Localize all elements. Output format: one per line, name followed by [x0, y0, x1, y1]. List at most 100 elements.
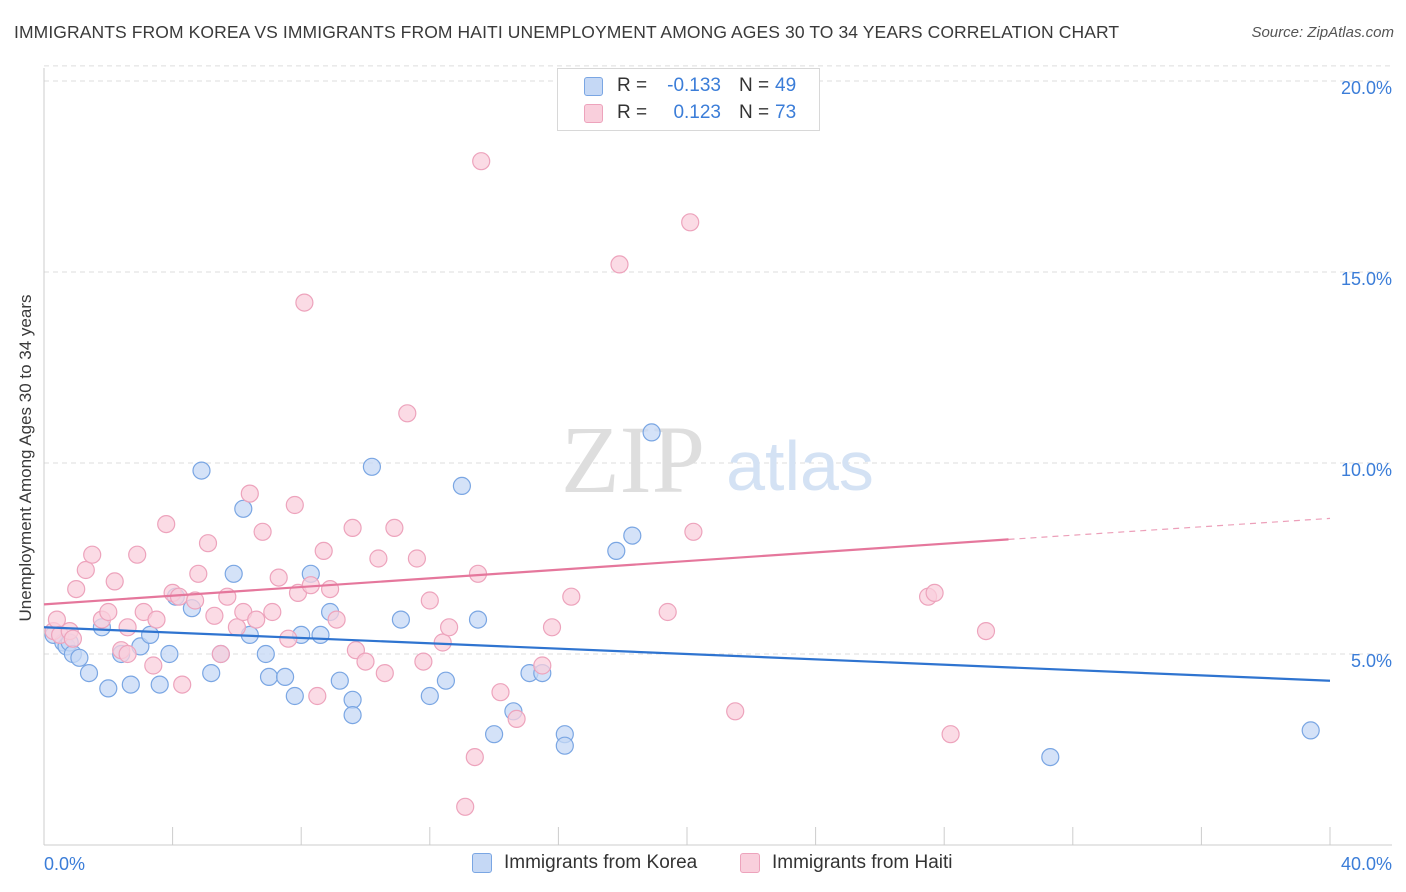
haiti-point	[186, 591, 205, 610]
y-tick-label: 5.0%	[1351, 651, 1392, 671]
haiti-point	[507, 709, 526, 729]
korea-point	[1041, 747, 1060, 767]
haiti-point	[253, 522, 272, 541]
haiti-point	[533, 656, 552, 675]
haiti-point	[440, 618, 459, 637]
haiti-point	[420, 591, 439, 610]
haiti-r-label: R =	[617, 102, 648, 123]
korea-point	[79, 663, 99, 683]
korea-point	[256, 644, 275, 664]
haiti-point	[227, 618, 246, 637]
haiti-point	[343, 518, 362, 538]
haiti-point	[941, 725, 960, 744]
korea-point	[468, 610, 488, 629]
korea-point	[623, 526, 642, 545]
korea-point	[70, 648, 89, 667]
haiti-point	[83, 545, 102, 564]
haiti-point	[144, 656, 163, 675]
haiti-point	[263, 602, 282, 622]
korea-point	[330, 671, 349, 690]
haiti-point	[269, 568, 288, 587]
haiti-point	[189, 564, 208, 583]
y-tick-label: 15.0%	[1341, 269, 1392, 289]
legend-row-haiti: R = 0.123 N = 73	[584, 101, 796, 125]
haiti-point	[681, 213, 700, 232]
korea-point	[224, 564, 243, 583]
haiti-point	[472, 152, 491, 171]
haiti-point	[240, 484, 259, 503]
korea-point	[192, 461, 211, 480]
haiti-point	[491, 683, 510, 702]
haiti-point	[385, 518, 404, 538]
legend-item-korea[interactable]: Immigrants from Korea	[472, 852, 697, 874]
haiti-point	[726, 702, 745, 721]
korea-point	[259, 667, 279, 687]
source-credit: Source: ZipAtlas.com	[1251, 24, 1394, 41]
series-legend: Immigrants from Korea Immigrants from Ha…	[0, 852, 1406, 878]
haiti-point	[327, 610, 346, 629]
korea-point	[436, 671, 455, 690]
korea-legend-label: Immigrants from Korea	[504, 852, 698, 873]
korea-point	[452, 476, 471, 495]
haiti-point	[99, 602, 118, 622]
haiti-point	[465, 747, 484, 767]
haiti-point	[308, 686, 327, 706]
haiti-point	[118, 644, 137, 664]
haiti-point	[542, 618, 562, 637]
haiti-point	[128, 545, 147, 564]
korea-point	[391, 610, 410, 629]
korea-swatch	[584, 76, 603, 96]
korea-point	[202, 663, 221, 683]
haiti-point	[76, 560, 95, 580]
korea-point	[285, 686, 304, 706]
haiti-point	[375, 663, 394, 683]
haiti-swatch	[584, 103, 603, 123]
haiti-point	[118, 618, 137, 637]
x-tick-label-min: 0.0%	[44, 854, 85, 874]
korea-n-label: N =	[739, 75, 770, 96]
haiti-point	[976, 621, 996, 641]
korea-point	[121, 675, 140, 694]
haiti-point	[456, 797, 475, 816]
grid-lines	[44, 65, 1392, 655]
haiti-r-value: 0.123	[673, 102, 721, 123]
korea-point	[607, 541, 626, 561]
haiti-point	[285, 495, 304, 515]
haiti-point	[63, 629, 83, 648]
haiti-point	[562, 587, 581, 606]
y-axis-label: Unemployment Among Ages 30 to 34 years	[16, 294, 35, 622]
haiti-trend-extension	[1008, 517, 1331, 540]
haiti-point	[295, 293, 314, 312]
korea-point	[276, 667, 295, 687]
korea-r-label: R =	[617, 75, 648, 96]
haiti-point	[369, 549, 388, 568]
korea-point	[160, 644, 179, 664]
y-tick-label: 20.0%	[1341, 78, 1392, 98]
stats-legend: R = -0.133 N = 49 R = 0.123 N = 73	[557, 68, 820, 131]
haiti-point	[211, 644, 230, 664]
haiti-point	[398, 404, 417, 423]
korea-point	[343, 705, 362, 725]
korea-point	[343, 690, 362, 709]
legend-item-haiti[interactable]: Immigrants from Haiti	[740, 852, 953, 874]
korea-trend-line	[43, 626, 1331, 682]
haiti-point	[414, 652, 433, 671]
haiti-point	[925, 583, 944, 603]
haiti-legend-swatch	[740, 853, 760, 873]
korea-point	[1301, 721, 1320, 740]
korea-point	[642, 423, 661, 442]
data-points	[44, 71, 1320, 816]
haiti-legend-label: Immigrants from Haiti	[772, 852, 953, 873]
haiti-point	[173, 675, 192, 694]
tick-labels: 5.0% 10.0% 15.0% 20.0% 0.0% 40.0%	[44, 78, 1392, 874]
korea-point	[141, 625, 160, 645]
axes	[43, 68, 1392, 846]
chart-title: IMMIGRANTS FROM KOREA VS IMMIGRANTS FROM…	[14, 22, 1120, 42]
korea-n-value: 49	[775, 75, 797, 96]
y-tick-label: 10.0%	[1341, 460, 1392, 480]
legend-row-korea: R = -0.133 N = 49	[584, 74, 796, 98]
x-tick-label-max: 40.0%	[1341, 854, 1392, 874]
korea-point	[555, 736, 574, 755]
haiti-point	[205, 606, 224, 625]
